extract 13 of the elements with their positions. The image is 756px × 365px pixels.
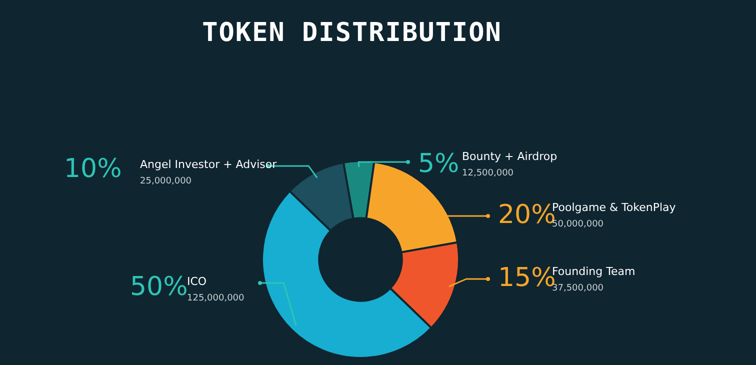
text: 12,500,000: [462, 168, 514, 178]
slice-label: Founding Team: [552, 264, 636, 278]
chart-title: TOKEN DISTRIBUTION: [201, 18, 503, 48]
text: 25,000,000: [140, 176, 192, 186]
slice-label: Bounty + Airdrop: [462, 150, 558, 163]
text: 125,000,000: [187, 293, 245, 304]
text: 37,500,000: [552, 283, 604, 294]
data-label: 50%: [130, 272, 188, 302]
slice-label: Poolgame & TokenPlay: [552, 200, 676, 214]
data-label: 10%: [64, 154, 122, 184]
data-label: 5%: [418, 148, 460, 179]
slice-label: ICO: [187, 274, 207, 288]
slice-label: Angel Investor + Advisor: [140, 158, 278, 171]
